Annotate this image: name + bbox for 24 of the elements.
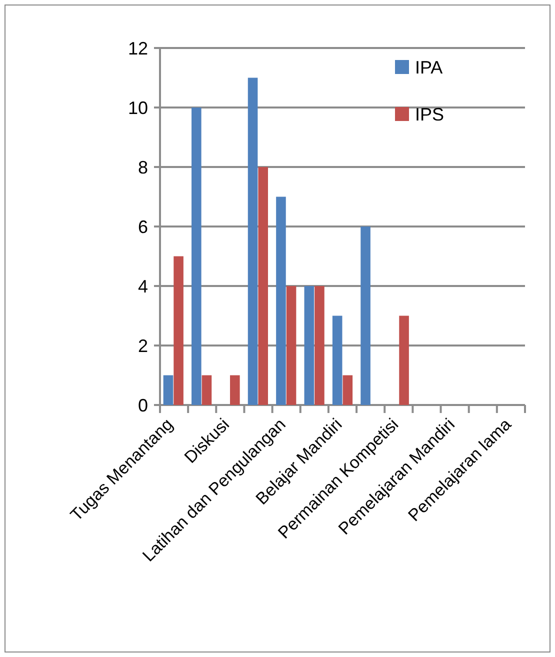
bar: [399, 316, 409, 405]
bar: [332, 316, 342, 405]
bar: [360, 226, 370, 405]
y-tick-label: 6: [138, 216, 148, 237]
bar: [342, 375, 353, 405]
bar: [192, 108, 202, 405]
bar: [276, 196, 286, 405]
y-tick-label: 8: [138, 157, 148, 178]
bar: [304, 286, 314, 405]
bar: [202, 375, 212, 405]
bar: [248, 78, 258, 405]
legend-label: IPA: [415, 57, 443, 78]
bar: [258, 167, 268, 405]
bar: [174, 256, 184, 405]
y-tick-label: 2: [138, 336, 148, 356]
y-tick-label: 4: [138, 276, 148, 296]
legend-label: IPS: [415, 104, 444, 124]
y-tick-label: 10: [128, 98, 148, 118]
bar: [314, 286, 324, 405]
bar: [286, 286, 296, 405]
y-tick-label: 12: [128, 38, 148, 58]
bar: [230, 375, 240, 405]
y-tick-label: 0: [138, 395, 148, 416]
bar: [163, 375, 174, 405]
